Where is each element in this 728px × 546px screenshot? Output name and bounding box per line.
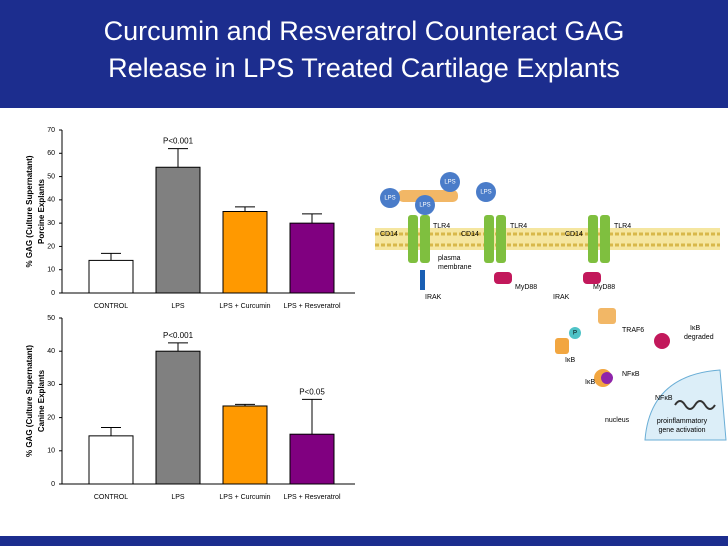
y-axis-label: % GAG (Culture Supernatant) (25, 345, 34, 457)
pathway-diagram: LPS LPS LPS LPS CD14 TLR4 CD14 TLR4 CD14… (375, 172, 727, 441)
lps-icon (380, 188, 400, 208)
x-tick-label: LPS (171, 303, 185, 310)
label: plasma (438, 255, 461, 262)
y-tick-label: 0 (51, 481, 55, 488)
lps-icon (440, 172, 460, 192)
tlr4 (600, 215, 610, 263)
p-icon (569, 327, 581, 339)
y-axis-label: Canine Explants (37, 369, 46, 432)
label: gene activation (658, 427, 705, 434)
bar (222, 211, 268, 294)
label: IRAK (425, 294, 442, 301)
label: NFκB (622, 371, 640, 378)
x-tick-label: LPS + Resveratrol (284, 303, 341, 310)
label: TLR4 (433, 223, 450, 230)
label: IRAK (553, 294, 570, 301)
label: TLR4 (614, 223, 631, 230)
x-tick-label: CONTROL (94, 494, 128, 501)
bar (289, 433, 335, 485)
tlr4 (408, 215, 418, 263)
y-tick-label: 50 (47, 315, 55, 322)
y-axis-label: Porcine Explants (37, 179, 46, 244)
traf6-icon (598, 308, 616, 324)
label: P (573, 331, 577, 337)
bar (155, 166, 201, 294)
y-tick-label: 0 (51, 290, 55, 297)
bar (88, 435, 134, 485)
label: proinflammatory (657, 418, 708, 425)
label: LPS (444, 180, 455, 186)
annotation: P<0.001 (163, 331, 194, 340)
y-tick-label: 70 (47, 127, 55, 134)
title-band (0, 0, 728, 108)
y-tick-label: 10 (47, 448, 55, 455)
lps-icon (415, 195, 435, 215)
x-tick-label: LPS + Curcumin (219, 303, 270, 310)
title: Curcumin and Resveratrol Counteract GAG (104, 16, 625, 46)
label: IκB (690, 325, 700, 332)
lps-icon (476, 182, 496, 202)
label: membrane (438, 264, 472, 271)
y-tick-label: 50 (47, 173, 55, 180)
nfkb-icon (601, 372, 613, 384)
tlr4 (496, 215, 506, 263)
label: IκB (565, 357, 575, 364)
label: nucleus (605, 417, 630, 424)
title: Release in LPS Treated Cartilage Explant… (108, 53, 620, 83)
y-axis-label: % GAG (Culture Supernatant) (25, 155, 34, 267)
y-tick-label: 30 (47, 220, 55, 227)
label: IκB (585, 379, 595, 386)
ikb-icon (555, 338, 569, 354)
receptors (408, 215, 610, 263)
footer-band (0, 536, 728, 546)
label: CD14 (565, 231, 583, 238)
y-tick-label: 30 (47, 381, 55, 388)
label: LPS (384, 196, 395, 202)
label: LPS (419, 203, 430, 209)
irak-icon (420, 270, 425, 290)
y-tick-label: 20 (47, 243, 55, 250)
annotation: P<0.001 (163, 137, 194, 146)
x-tick-label: LPS (171, 494, 185, 501)
myd88-icon (583, 272, 601, 284)
label: TRAF6 (622, 327, 644, 334)
label: MyD88 (515, 284, 537, 291)
label: LPS (480, 190, 491, 196)
label: CD14 (380, 231, 398, 238)
bar (222, 405, 268, 485)
tlr4 (588, 215, 598, 263)
x-tick-label: LPS + Curcumin (219, 494, 270, 501)
x-tick-label: CONTROL (94, 303, 128, 310)
dna (674, 400, 716, 410)
y-tick-label: 40 (47, 348, 55, 355)
bar (155, 350, 201, 485)
tlr4 (420, 215, 430, 263)
x-tick-label: LPS + Resveratrol (284, 494, 341, 501)
bar (88, 259, 134, 294)
label: CD14 (461, 231, 479, 238)
degraded-icon (654, 333, 670, 349)
label: TLR4 (510, 223, 527, 230)
tlr4 (484, 215, 494, 263)
bar (289, 222, 335, 294)
myd88-icon (494, 272, 512, 284)
y-tick-label: 20 (47, 414, 55, 421)
y-tick-label: 60 (47, 150, 55, 157)
label: degraded (684, 334, 714, 341)
y-tick-label: 10 (47, 267, 55, 274)
label: NFκB (655, 395, 673, 402)
y-tick-label: 40 (47, 197, 55, 204)
annotation: P<0.05 (299, 387, 325, 396)
label: MyD88 (593, 284, 615, 291)
